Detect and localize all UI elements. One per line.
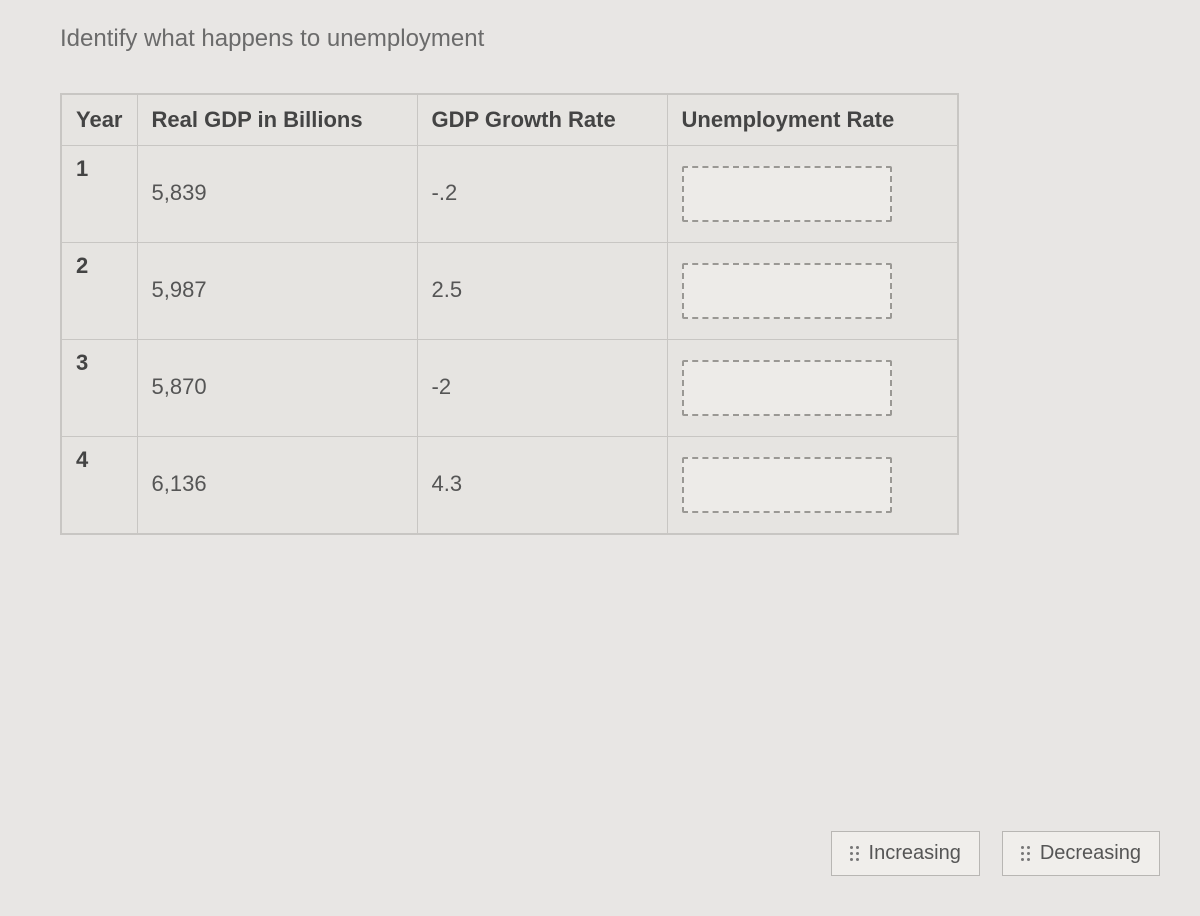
- cell-growth: 4.3: [417, 437, 667, 534]
- chip-label: Decreasing: [1040, 842, 1141, 865]
- data-table: Year Real GDP in Billions GDP Growth Rat…: [61, 94, 958, 534]
- cell-gdp: 6,136: [137, 437, 417, 534]
- cell-year: 3: [62, 340, 138, 437]
- table-row: 1 5,839 -.2: [62, 146, 958, 243]
- question-prompt: Identify what happens to unemployment: [60, 25, 1140, 53]
- chip-label: Increasing: [869, 842, 961, 865]
- drop-zone[interactable]: [682, 263, 892, 319]
- answer-chip-increasing[interactable]: Increasing: [831, 831, 980, 876]
- cell-gdp: 5,870: [137, 340, 417, 437]
- drag-handle-icon: [1021, 846, 1030, 861]
- cell-year: 1: [62, 146, 138, 243]
- col-header-gdp: Real GDP in Billions: [137, 95, 417, 146]
- table-row: 4 6,136 4.3: [62, 437, 958, 534]
- data-table-wrap: Year Real GDP in Billions GDP Growth Rat…: [60, 93, 959, 535]
- cell-unemployment: [667, 243, 957, 340]
- table-row: 2 5,987 2.5: [62, 243, 958, 340]
- col-header-unemployment: Unemployment Rate: [667, 95, 957, 146]
- drop-zone[interactable]: [682, 360, 892, 416]
- answer-chip-decreasing[interactable]: Decreasing: [1002, 831, 1160, 876]
- drop-zone[interactable]: [682, 166, 892, 222]
- table-row: 3 5,870 -2: [62, 340, 958, 437]
- cell-growth: 2.5: [417, 243, 667, 340]
- cell-year: 2: [62, 243, 138, 340]
- cell-growth: -.2: [417, 146, 667, 243]
- cell-gdp: 5,839: [137, 146, 417, 243]
- drag-handle-icon: [850, 846, 859, 861]
- cell-year: 4: [62, 437, 138, 534]
- cell-unemployment: [667, 340, 957, 437]
- drop-zone[interactable]: [682, 457, 892, 513]
- col-header-growth: GDP Growth Rate: [417, 95, 667, 146]
- cell-unemployment: [667, 146, 957, 243]
- cell-unemployment: [667, 437, 957, 534]
- col-header-year: Year: [62, 95, 138, 146]
- answer-bank: Increasing Decreasing: [831, 831, 1160, 876]
- cell-gdp: 5,987: [137, 243, 417, 340]
- cell-growth: -2: [417, 340, 667, 437]
